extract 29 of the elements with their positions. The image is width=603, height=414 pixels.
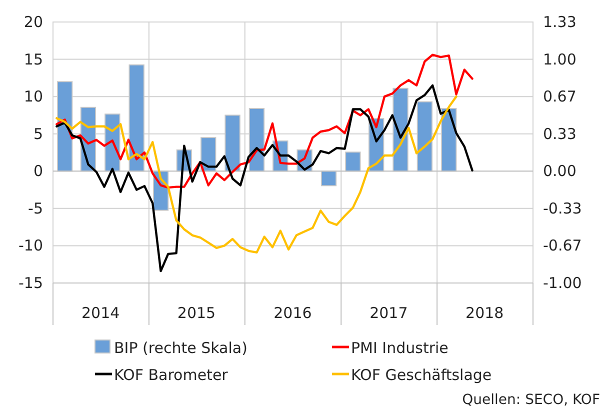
y-tick-label: -5 xyxy=(28,199,43,218)
x-tick-label: 2014 xyxy=(81,304,120,322)
y-tick-label: 0 xyxy=(33,162,43,180)
line-series xyxy=(56,54,474,189)
y-tick-label: 5 xyxy=(33,124,43,143)
y2-tick-label: -0.33 xyxy=(543,199,582,218)
x-tick-label: 2016 xyxy=(274,304,312,322)
y-tick-label: -10 xyxy=(18,236,43,255)
y-tick-label: 10 xyxy=(24,88,43,106)
legend-label: KOF Barometer xyxy=(114,366,229,384)
x-tick-label: 2018 xyxy=(466,304,504,322)
y2-tick-label: 0.33 xyxy=(543,124,576,143)
x-tick-label: 2017 xyxy=(370,304,408,322)
source-note: Quellen: SECO, KOF xyxy=(462,392,600,408)
y2-tick-label: 0.00 xyxy=(543,162,576,180)
legend-label: KOF Geschäftslage xyxy=(351,366,492,384)
x-tick-label: 2015 xyxy=(177,304,216,322)
line-series xyxy=(56,84,474,272)
y2-tick-label: 1.33 xyxy=(543,13,576,31)
y2-tick-label: -1.00 xyxy=(543,274,582,292)
legend-label: PMI Industrie xyxy=(351,339,448,357)
legend-label: BIP (rechte Skala) xyxy=(114,339,248,357)
y2-tick-label: 0.67 xyxy=(543,88,576,106)
y2-tick-label: -0.67 xyxy=(543,236,582,255)
line-series xyxy=(56,95,458,254)
y-tick-label: -15 xyxy=(18,274,43,292)
y-tick-label: 15 xyxy=(24,50,43,68)
y2-tick-label: 1.00 xyxy=(543,50,576,68)
y-tick-label: 20 xyxy=(24,13,43,31)
